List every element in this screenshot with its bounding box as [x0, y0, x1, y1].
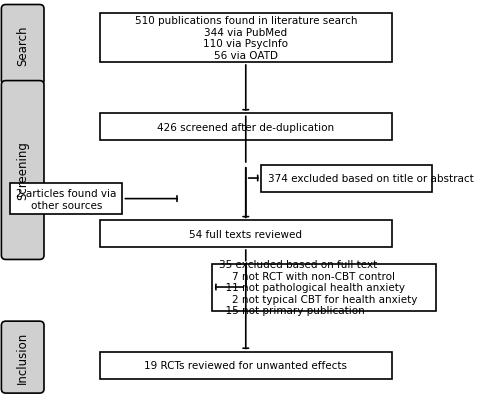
Text: 2 articles found via
other sources: 2 articles found via other sources	[16, 189, 116, 210]
FancyBboxPatch shape	[262, 166, 432, 192]
Text: 426 screened after de-duplication: 426 screened after de-duplication	[157, 123, 334, 133]
FancyBboxPatch shape	[2, 5, 44, 85]
Text: Screening: Screening	[16, 141, 29, 200]
Text: 35 excluded based on full text
    7 not RCT with non-CBT control
  11 not patho: 35 excluded based on full text 7 not RCT…	[219, 259, 417, 316]
FancyBboxPatch shape	[2, 81, 44, 260]
Text: 54 full texts reviewed: 54 full texts reviewed	[190, 229, 302, 239]
FancyBboxPatch shape	[100, 221, 392, 247]
FancyBboxPatch shape	[100, 114, 392, 141]
Text: Search: Search	[16, 25, 29, 66]
FancyBboxPatch shape	[2, 321, 44, 393]
Text: 19 RCTs reviewed for unwanted effects: 19 RCTs reviewed for unwanted effects	[144, 361, 348, 370]
FancyBboxPatch shape	[100, 352, 392, 379]
Text: Inclusion: Inclusion	[16, 331, 29, 383]
FancyBboxPatch shape	[212, 264, 436, 311]
Text: 510 publications found in literature search
344 via PubMed
110 via PsycInfo
56 v: 510 publications found in literature sea…	[134, 16, 357, 61]
FancyBboxPatch shape	[10, 184, 122, 215]
Text: 374 excluded based on title or abstract: 374 excluded based on title or abstract	[268, 174, 474, 184]
FancyBboxPatch shape	[100, 14, 392, 63]
